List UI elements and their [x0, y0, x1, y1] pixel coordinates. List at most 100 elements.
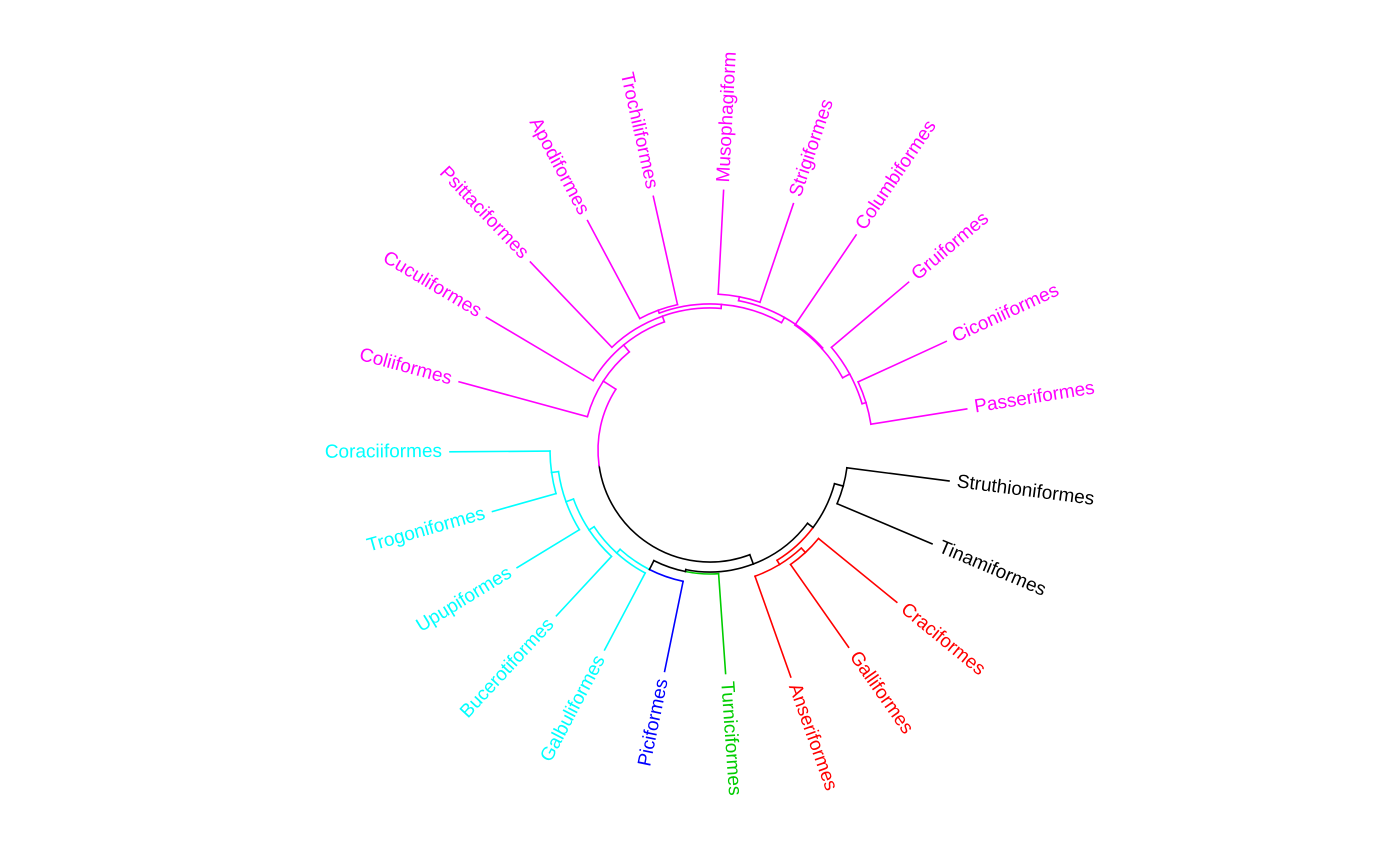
branch-m3-1 — [780, 316, 786, 324]
tip-label-bucerotiformes: Bucerotiformes — [456, 614, 558, 722]
tip-label-gruiformes: Gruiformes — [908, 208, 993, 285]
arc-m2 — [661, 307, 722, 318]
tip-label-anseriformes: Anseriformes — [784, 681, 841, 793]
arc-m5 — [737, 299, 786, 319]
branch-m2-0 — [529, 260, 614, 349]
tip-label-passeriformes: Passeriformes — [973, 378, 1096, 418]
branch-g2-1 — [789, 563, 850, 649]
branch-m7-0 — [793, 233, 858, 327]
arc-m2 — [610, 315, 664, 349]
arc-cyanD — [549, 450, 553, 474]
branch-cyanC-0 — [516, 528, 581, 569]
arc-k_bl — [752, 522, 809, 566]
arc-pal — [775, 526, 815, 562]
arc-cyanC — [564, 500, 581, 531]
arc-gal — [753, 563, 781, 578]
branch-cyanB-1 — [564, 497, 575, 503]
branch-cyanA-0 — [603, 571, 647, 651]
branch-gal-0 — [800, 546, 807, 554]
arc-cyanD — [550, 471, 557, 495]
branch-m1-0 — [485, 316, 595, 382]
branch-cyanB-0 — [555, 555, 613, 617]
branch-m7-1 — [841, 372, 851, 379]
branch-pal-1 — [775, 559, 781, 566]
arc-ratite — [836, 485, 845, 505]
branch-m4-0 — [586, 219, 641, 320]
branch-tpc-1 — [648, 559, 655, 571]
tip-labels: StruthioniformesTinamiformesCraciformesG… — [325, 51, 1096, 796]
tip-label-trochiliformes: Trochiliformes — [616, 70, 662, 190]
tip-label-trogoniformes: Trogoniformes — [365, 503, 488, 556]
branch-cyanD-0 — [491, 492, 557, 513]
tip-label-piciformes: Piciformes — [634, 677, 672, 768]
arc-cyanB — [587, 528, 613, 558]
branch-m1-1 — [661, 315, 666, 323]
branch-gal-1 — [753, 575, 792, 679]
arc-m9 — [865, 401, 872, 426]
arc-m1 — [592, 343, 625, 382]
tip-label-strigiformes: Strigiformes — [785, 97, 837, 200]
branch-pc-0 — [663, 580, 685, 673]
branch-tpc-0 — [717, 572, 727, 675]
branch-cyanD-1 — [449, 450, 551, 453]
arc-m4 — [638, 309, 660, 320]
arc-root-magenta — [597, 388, 618, 467]
branch-m6-1 — [758, 202, 795, 304]
arc-ratite — [842, 466, 848, 488]
arc-root-black — [598, 464, 751, 563]
arc-m5 — [783, 316, 824, 350]
arc-m7 — [820, 347, 844, 379]
branch-magRoot-0 — [458, 380, 589, 418]
arc-cyanA — [592, 525, 618, 555]
tip-label-craciformes: Craciformes — [897, 599, 990, 680]
tip-label-musophagiformes: Musophagiform — [713, 51, 741, 183]
branch-pal-0 — [833, 482, 845, 488]
tip-label-coraciiformes: Coraciiformes — [325, 441, 442, 463]
tip-label-columbiformes: Columbiformes — [852, 116, 941, 233]
arc-m8 — [848, 372, 864, 405]
arc-pal — [811, 482, 836, 529]
arc-m8 — [830, 346, 851, 376]
branch-root-1 — [602, 379, 618, 391]
branch-pc-1 — [615, 548, 622, 555]
tip-label-coliiformes: Coliiformes — [357, 344, 454, 389]
branch-cyanA-1 — [587, 525, 596, 532]
arc-m7 — [793, 323, 824, 350]
arc-magRoot — [586, 379, 605, 418]
branch-k_bl-0 — [806, 522, 815, 529]
arc-cyanC — [557, 470, 568, 503]
arc-m3 — [658, 303, 723, 315]
arc-k_bl — [684, 562, 755, 573]
branch-root-0 — [748, 553, 755, 566]
tip-label-apodiformes: Apodiformes — [525, 114, 594, 218]
tip-label-ciconiiformes: Ciconiiformes — [949, 280, 1062, 347]
branch-cyanC-1 — [550, 470, 560, 474]
tip-label-cuculiformes: Cuculiformes — [379, 247, 485, 322]
branch-m9-1 — [869, 407, 968, 426]
tip-label-tinamiformes: Tinamiformes — [936, 537, 1050, 601]
arc-cyanA — [615, 551, 647, 575]
arc-g2 — [804, 537, 820, 554]
branch-m8-0 — [830, 281, 910, 349]
arc-tpc — [652, 559, 687, 573]
branch-magRoot-1 — [622, 343, 631, 354]
branch-m6-0 — [717, 189, 725, 296]
arc-m6 — [717, 293, 741, 298]
tip-label-psittaciformes: Psittaciformes — [435, 162, 533, 263]
tip-label-struthioniformes: Struthioniformes — [956, 471, 1096, 510]
tip-label-galliformes: Galliformes — [845, 647, 917, 738]
tree-branches — [449, 189, 968, 679]
arc-cyanB — [572, 497, 591, 532]
tip-label-galbuliformes: Galbuliformes — [537, 652, 610, 765]
arc-pc — [648, 568, 685, 583]
branch-ratite-1 — [836, 502, 934, 545]
branch-ratite-0 — [846, 466, 950, 482]
tip-label-upupiformes: Upupiformes — [413, 563, 516, 637]
arc-g2 — [789, 551, 807, 566]
arc-m3 — [720, 303, 783, 324]
branch-m9-0 — [857, 340, 948, 383]
branch-g2-0 — [817, 537, 898, 604]
tip-label-turniciformes: Turniciformes — [716, 681, 745, 797]
arc-magRoot — [602, 350, 631, 383]
